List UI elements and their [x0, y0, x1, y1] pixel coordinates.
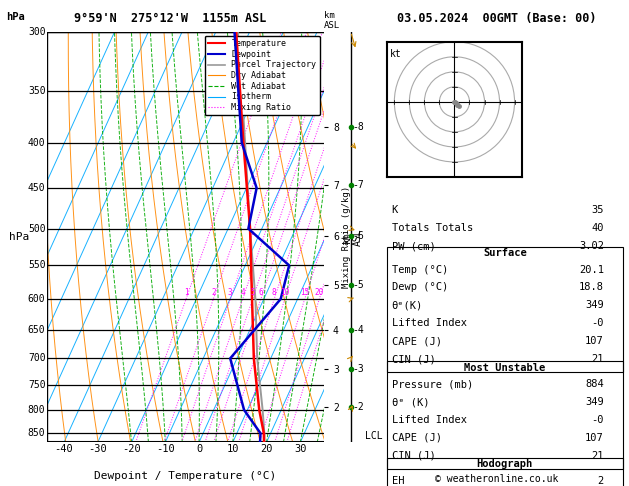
Bar: [387, 361, 623, 469]
Text: 107: 107: [585, 336, 604, 346]
Text: © weatheronline.co.uk: © weatheronline.co.uk: [435, 473, 559, 484]
Text: 10: 10: [280, 288, 289, 297]
Text: 9°59'N  275°12'W  1155m ASL: 9°59'N 275°12'W 1155m ASL: [74, 12, 266, 25]
Text: 2: 2: [598, 476, 604, 486]
Text: Temp (°C): Temp (°C): [391, 264, 448, 275]
Text: -4: -4: [352, 325, 364, 335]
Text: 8: 8: [272, 288, 277, 297]
Text: 800: 800: [28, 405, 45, 415]
Text: 350: 350: [28, 86, 45, 96]
Text: kt: kt: [390, 49, 401, 59]
Text: θᵉ (K): θᵉ (K): [391, 397, 429, 407]
Text: 107: 107: [585, 433, 604, 443]
Text: EH: EH: [391, 476, 404, 486]
Text: 0: 0: [196, 444, 202, 454]
Text: 550: 550: [28, 260, 45, 270]
Text: CAPE (J): CAPE (J): [391, 433, 442, 443]
Text: 40: 40: [591, 224, 604, 233]
Text: 4: 4: [240, 288, 245, 297]
Text: θᵉ(K): θᵉ(K): [391, 300, 423, 311]
Legend: Temperature, Dewpoint, Parcel Trajectory, Dry Adiabat, Wet Adiabat, Isotherm, Mi: Temperature, Dewpoint, Parcel Trajectory…: [205, 36, 320, 115]
Text: 3.02: 3.02: [579, 241, 604, 251]
Text: 6: 6: [259, 288, 263, 297]
Text: 750: 750: [28, 380, 45, 390]
Text: 5: 5: [250, 288, 255, 297]
Text: CAPE (J): CAPE (J): [391, 336, 442, 346]
Text: -5: -5: [352, 279, 364, 290]
Text: K: K: [391, 206, 398, 215]
Text: 650: 650: [28, 325, 45, 335]
Text: 10: 10: [226, 444, 239, 454]
Bar: [387, 247, 623, 372]
Text: -6: -6: [352, 231, 364, 241]
Text: 3: 3: [228, 288, 233, 297]
Text: CIN (J): CIN (J): [391, 451, 435, 461]
Text: 35: 35: [591, 206, 604, 215]
Text: LCL: LCL: [365, 431, 383, 440]
Text: 20: 20: [260, 444, 273, 454]
Text: hPa: hPa: [9, 232, 30, 242]
Text: -20: -20: [122, 444, 141, 454]
Text: 850: 850: [28, 428, 45, 438]
Text: 349: 349: [585, 397, 604, 407]
Text: -0: -0: [591, 415, 604, 425]
Text: -40: -40: [55, 444, 74, 454]
Text: Hodograph: Hodograph: [477, 459, 533, 469]
Text: Dewpoint / Temperature (°C): Dewpoint / Temperature (°C): [94, 471, 277, 481]
Text: -10: -10: [156, 444, 175, 454]
Text: Lifted Index: Lifted Index: [391, 415, 467, 425]
Text: 20: 20: [314, 288, 324, 297]
Text: km
ASL: km ASL: [324, 11, 340, 30]
Text: hPa: hPa: [6, 12, 25, 22]
Text: Mixing Ratio (g/kg): Mixing Ratio (g/kg): [342, 186, 350, 288]
Text: 500: 500: [28, 224, 45, 234]
Text: -8: -8: [352, 122, 364, 132]
Text: 15: 15: [300, 288, 309, 297]
Text: Totals Totals: Totals Totals: [391, 224, 473, 233]
Text: PW (cm): PW (cm): [391, 241, 435, 251]
Text: 884: 884: [585, 379, 604, 389]
Text: -0: -0: [591, 318, 604, 328]
Text: Surface: Surface: [483, 248, 526, 258]
Bar: [387, 458, 623, 486]
Text: 30: 30: [294, 444, 306, 454]
Text: Most Unstable: Most Unstable: [464, 363, 545, 373]
Text: -7: -7: [352, 180, 364, 191]
Text: 03.05.2024  00GMT (Base: 00): 03.05.2024 00GMT (Base: 00): [397, 12, 597, 25]
Text: 18.8: 18.8: [579, 282, 604, 293]
Y-axis label: km
ASL: km ASL: [342, 228, 363, 246]
Text: 700: 700: [28, 353, 45, 364]
Text: -2: -2: [352, 402, 364, 413]
Text: Lifted Index: Lifted Index: [391, 318, 467, 328]
Text: CIN (J): CIN (J): [391, 354, 435, 364]
Text: 20.1: 20.1: [579, 264, 604, 275]
Text: 1: 1: [184, 288, 188, 297]
Text: 450: 450: [28, 183, 45, 193]
Text: -3: -3: [352, 364, 364, 374]
Text: 21: 21: [591, 354, 604, 364]
Text: 400: 400: [28, 138, 45, 148]
Text: Dewp (°C): Dewp (°C): [391, 282, 448, 293]
Text: 21: 21: [591, 451, 604, 461]
Text: 600: 600: [28, 294, 45, 304]
Text: 349: 349: [585, 300, 604, 311]
Text: 300: 300: [28, 27, 45, 36]
Text: -30: -30: [89, 444, 107, 454]
Text: 2: 2: [211, 288, 216, 297]
Text: Pressure (mb): Pressure (mb): [391, 379, 473, 389]
